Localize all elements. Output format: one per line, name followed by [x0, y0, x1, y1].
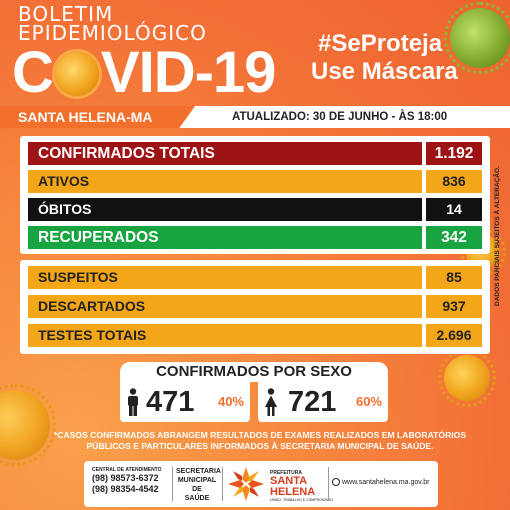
stat-label: SUSPEITOS	[28, 266, 422, 289]
secretaria-line: MUNICIPAL DE	[177, 477, 217, 493]
stat-label: ÓBITOS	[28, 198, 422, 221]
virus-icon	[438, 349, 496, 407]
mask-slogan: Use Máscara	[311, 58, 458, 85]
stat-label: RECUPERADOS	[28, 226, 422, 249]
divider	[172, 467, 173, 501]
female-percent: 60%	[355, 394, 382, 409]
sex-title: CONFIRMADOS POR SEXO	[120, 362, 388, 382]
prefeitura-name: PREFEITURA SANTA HELENA UNIÃO, TRABALHO …	[270, 470, 333, 502]
website-link[interactable]: www.santahelena.ma.gov.br	[342, 479, 430, 486]
stat-value: 2.696	[426, 324, 482, 347]
website-block[interactable]: www.santahelena.ma.gov.br	[332, 478, 429, 486]
contact-block: CENTRAL DE ATENDIMENTO (98) 98573-6372 (…	[92, 467, 170, 495]
virus-icon	[444, 2, 510, 74]
divider	[222, 467, 223, 501]
virus-icon	[54, 52, 99, 96]
phone-number: (98) 98354-4542	[92, 484, 159, 494]
stat-label: TESTES TOTAIS	[28, 324, 422, 347]
bulletin-title-line1: BOLETIM	[18, 2, 114, 26]
female-box: 721 60%	[258, 382, 388, 422]
secretaria-label: SECRETARIA MUNICIPAL DE SAÚDE	[176, 467, 221, 503]
stat-value: 1.192	[426, 142, 482, 165]
male-icon	[128, 388, 138, 416]
prefeitura-label: PREFEITURA	[270, 470, 302, 476]
divider	[328, 467, 329, 501]
prefeitura-logo-icon	[228, 467, 264, 501]
stat-value: 342	[426, 226, 482, 249]
stat-row-recovered: RECUPERADOS 342	[28, 226, 482, 249]
prefeitura-motto: UNIÃO, TRABALHO E COMPROMISSO	[270, 498, 334, 502]
stat-value: 836	[426, 170, 482, 193]
contact-title: CENTRAL DE ATENDIMENTO	[92, 467, 162, 473]
covid-title: C VID-19	[12, 44, 276, 102]
stat-row-deaths: ÓBITOS 14	[28, 198, 482, 221]
main-stats-panel: CONFIRMADOS TOTAIS 1.192 ATIVOS 836 ÓBIT…	[20, 136, 490, 254]
city-name: HELENA	[270, 486, 316, 498]
side-note-text: DADOS PARCIAIS SUJEITOS À ALTERAÇÃO.	[494, 166, 501, 306]
stat-row-total-tests: TESTES TOTAIS 2.696	[28, 324, 482, 347]
city-label: SANTA HELENA-MA	[0, 106, 195, 128]
covid-title-prefix: C	[12, 40, 54, 105]
stat-row-confirmed: CONFIRMADOS TOTAIS 1.192	[28, 142, 482, 165]
stat-label: ATIVOS	[28, 170, 422, 193]
city-name: SANTA	[270, 475, 308, 487]
bulletin-title-line2: EPIDEMIOLÓGICO	[18, 21, 207, 45]
disclaimer-note: *CASOS CONFIRMADOS ABRANGEM RESULTADOS D…	[53, 430, 467, 451]
covid-title-suffix: VID-19	[100, 40, 277, 105]
secretaria-line: SAÚDE	[184, 495, 210, 502]
updated-label: ATUALIZADO: 30 DE JUNHO - ÀS 18:00	[232, 111, 448, 123]
male-count: 471	[146, 386, 195, 418]
stat-label: CONFIRMADOS TOTAIS	[28, 142, 422, 165]
stat-row-discarded: DESCARTADOS 937	[28, 295, 482, 318]
stat-label: DESCARTADOS	[28, 295, 422, 318]
phone-number: (98) 98573-6372	[92, 473, 159, 483]
female-icon	[265, 388, 277, 416]
secretaria-line: SECRETARIA	[176, 468, 221, 475]
stat-value: 14	[426, 198, 482, 221]
male-box: 471 40%	[120, 382, 250, 422]
footer: CENTRAL DE ATENDIMENTO (98) 98573-6372 (…	[84, 461, 438, 507]
globe-icon	[332, 478, 340, 486]
female-count: 721	[288, 386, 337, 418]
stat-value: 937	[426, 295, 482, 318]
side-note: DADOS PARCIAIS SUJEITOS À ALTERAÇÃO.	[486, 166, 510, 308]
male-percent: 40%	[217, 394, 244, 409]
stat-row-suspected: SUSPEITOS 85	[28, 266, 482, 289]
stat-row-active: ATIVOS 836	[28, 170, 482, 193]
stat-value: 85	[426, 266, 482, 289]
secondary-stats-panel: SUSPEITOS 85 DESCARTADOS 937 TESTES TOTA…	[20, 260, 490, 354]
hashtag: #SeProteja	[318, 30, 443, 57]
